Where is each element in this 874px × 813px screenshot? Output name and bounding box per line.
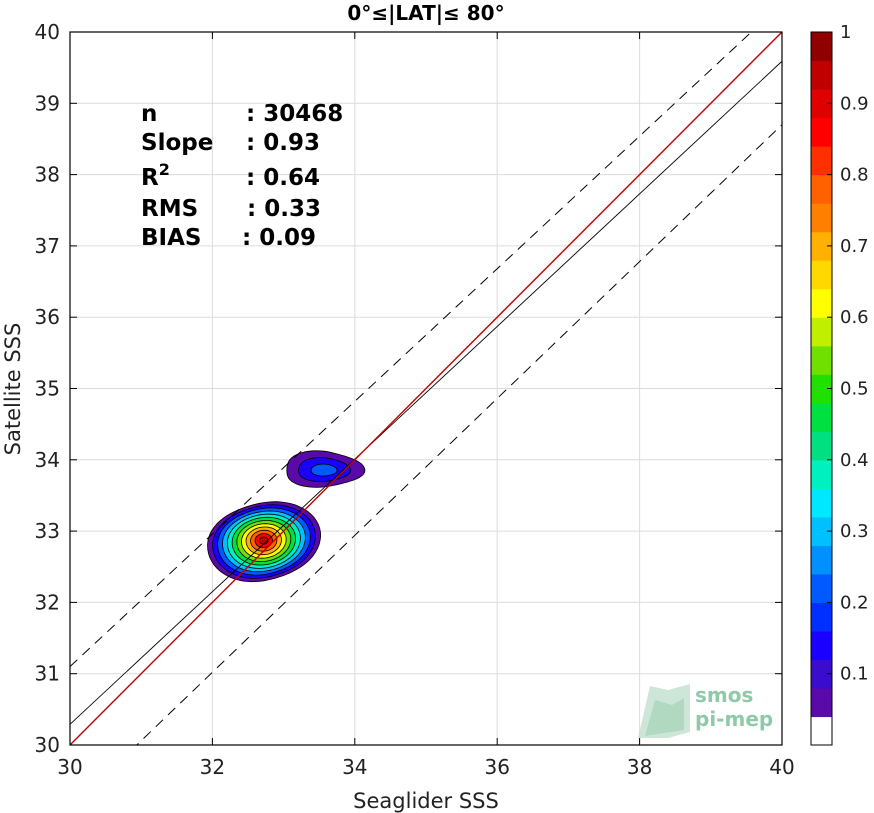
y-tick-label-3: 33 bbox=[35, 519, 60, 543]
y-axis-label: Satellite SSS bbox=[1, 323, 25, 456]
y-tick-label-7: 37 bbox=[35, 234, 60, 258]
colorbar-swatch-9 bbox=[811, 459, 832, 489]
regression-lines bbox=[70, 32, 782, 745]
x-tick-label-0: 30 bbox=[57, 755, 82, 779]
stat-value-2: : 0.64 bbox=[246, 165, 320, 191]
y-tick-label-4: 34 bbox=[35, 448, 60, 472]
y-tick-label-2: 32 bbox=[35, 590, 60, 614]
colorbar-swatch-4 bbox=[811, 602, 832, 632]
colorbar-swatch-16 bbox=[811, 260, 832, 290]
colorbar-swatch-1 bbox=[811, 687, 832, 718]
stat-name-1: Slope bbox=[141, 130, 213, 156]
stat-name-0: n bbox=[141, 101, 157, 127]
y-tick-label-0: 30 bbox=[35, 733, 60, 757]
colorbar-swatch-13 bbox=[811, 345, 832, 375]
colorbar-tick-label-4: 0.5 bbox=[840, 379, 869, 400]
y-tick-label-8: 38 bbox=[35, 163, 60, 187]
x-tick-label-5: 40 bbox=[769, 755, 794, 779]
colorbar-swatch-0 bbox=[811, 716, 832, 746]
stat-name-2: R2 bbox=[141, 160, 170, 191]
x-tick-label-4: 38 bbox=[627, 755, 652, 779]
colorbar-swatch-6 bbox=[811, 545, 832, 575]
contour-1-level-2 bbox=[310, 463, 338, 477]
colorbar-swatch-20 bbox=[811, 146, 832, 176]
one-to-one-line bbox=[70, 32, 782, 745]
colorbar-tick-label-3: 0.4 bbox=[840, 450, 869, 471]
smos-pi-mep-logo: smos pi-mep bbox=[638, 683, 773, 738]
y-tick-label-1: 31 bbox=[35, 662, 60, 686]
colorbar-tick-label-9: 1 bbox=[840, 22, 851, 43]
colorbar-swatch-21 bbox=[811, 117, 832, 147]
colorbar-swatch-12 bbox=[811, 374, 832, 404]
stat-value-4: : 0.09 bbox=[242, 225, 316, 251]
colorbar-swatch-10 bbox=[811, 431, 832, 461]
stats-box: n : 30468 Slope : 0.93 R2 : 0.64 RMS : 0.33 BIAS… bbox=[141, 101, 343, 251]
colorbar-swatch-3 bbox=[811, 630, 832, 661]
chart-title: 0°≤|LAT|≤ 80° bbox=[347, 1, 504, 25]
y-tick-label-6: 36 bbox=[35, 305, 60, 329]
x-tick-label-3: 36 bbox=[484, 755, 509, 779]
upper-bound-dashed-line bbox=[70, 32, 753, 667]
colorbar-swatch-2 bbox=[811, 659, 832, 689]
colorbar-swatch-22 bbox=[811, 89, 832, 119]
colorbar-swatch-14 bbox=[811, 317, 832, 347]
logo-text-pi-mep: pi-mep bbox=[695, 707, 773, 731]
colorbar: 0.1 0.2 0.3 0.4 0.5 0.6 0.7 0.8 0.9 1 bbox=[810, 22, 869, 746]
colorbar-swatch-5 bbox=[811, 573, 832, 603]
stat-name-4: BIAS bbox=[141, 225, 201, 251]
grid bbox=[69, 31, 783, 746]
x-axis-label: Seaglider SSS bbox=[353, 789, 499, 813]
colorbar-swatch-7 bbox=[811, 516, 832, 546]
stat-name-3: RMS bbox=[141, 196, 198, 222]
colorbar-swatch-17 bbox=[811, 231, 832, 261]
colorbar-tick-label-8: 0.9 bbox=[840, 93, 869, 114]
contour-0-level-11 bbox=[259, 536, 269, 545]
colorbar-swatch-18 bbox=[811, 203, 832, 233]
logo-text-smos: smos bbox=[695, 683, 753, 707]
x-tick-label-2: 34 bbox=[342, 755, 367, 779]
colorbar-tick-label-7: 0.8 bbox=[840, 165, 869, 186]
colorbar-swatch-8 bbox=[811, 488, 832, 518]
colorbar-tick-label-6: 0.7 bbox=[840, 236, 869, 257]
colorbar-swatch-11 bbox=[811, 402, 832, 432]
density-contours bbox=[207, 450, 366, 583]
lower-bound-dashed-line bbox=[136, 124, 782, 745]
regression-fit-line bbox=[70, 60, 782, 725]
colorbar-tick-label-5: 0.6 bbox=[840, 307, 869, 328]
axis-ticks: 30 32 34 36 38 40 30 31 32 33 34 35 36 37 38 39 40 bbox=[35, 20, 795, 779]
colorbar-tick-label-1: 0.2 bbox=[840, 592, 869, 613]
colorbar-swatch-23 bbox=[811, 60, 832, 90]
colorbar-swatch-19 bbox=[811, 174, 832, 204]
colorbar-tick-label-0: 0.1 bbox=[840, 664, 869, 685]
y-tick-label-10: 40 bbox=[35, 20, 60, 44]
stat-value-1: : 0.93 bbox=[246, 130, 320, 156]
colorbar-swatch-15 bbox=[811, 288, 832, 318]
colorbar-swatch-24 bbox=[811, 32, 832, 62]
colorbar-tick-label-2: 0.3 bbox=[840, 521, 869, 542]
stat-value-0: : 30468 bbox=[246, 101, 343, 127]
x-tick-label-1: 32 bbox=[200, 755, 225, 779]
y-tick-label-9: 39 bbox=[35, 91, 60, 115]
y-tick-label-5: 35 bbox=[35, 377, 60, 401]
stat-value-3: : 0.33 bbox=[247, 196, 321, 222]
